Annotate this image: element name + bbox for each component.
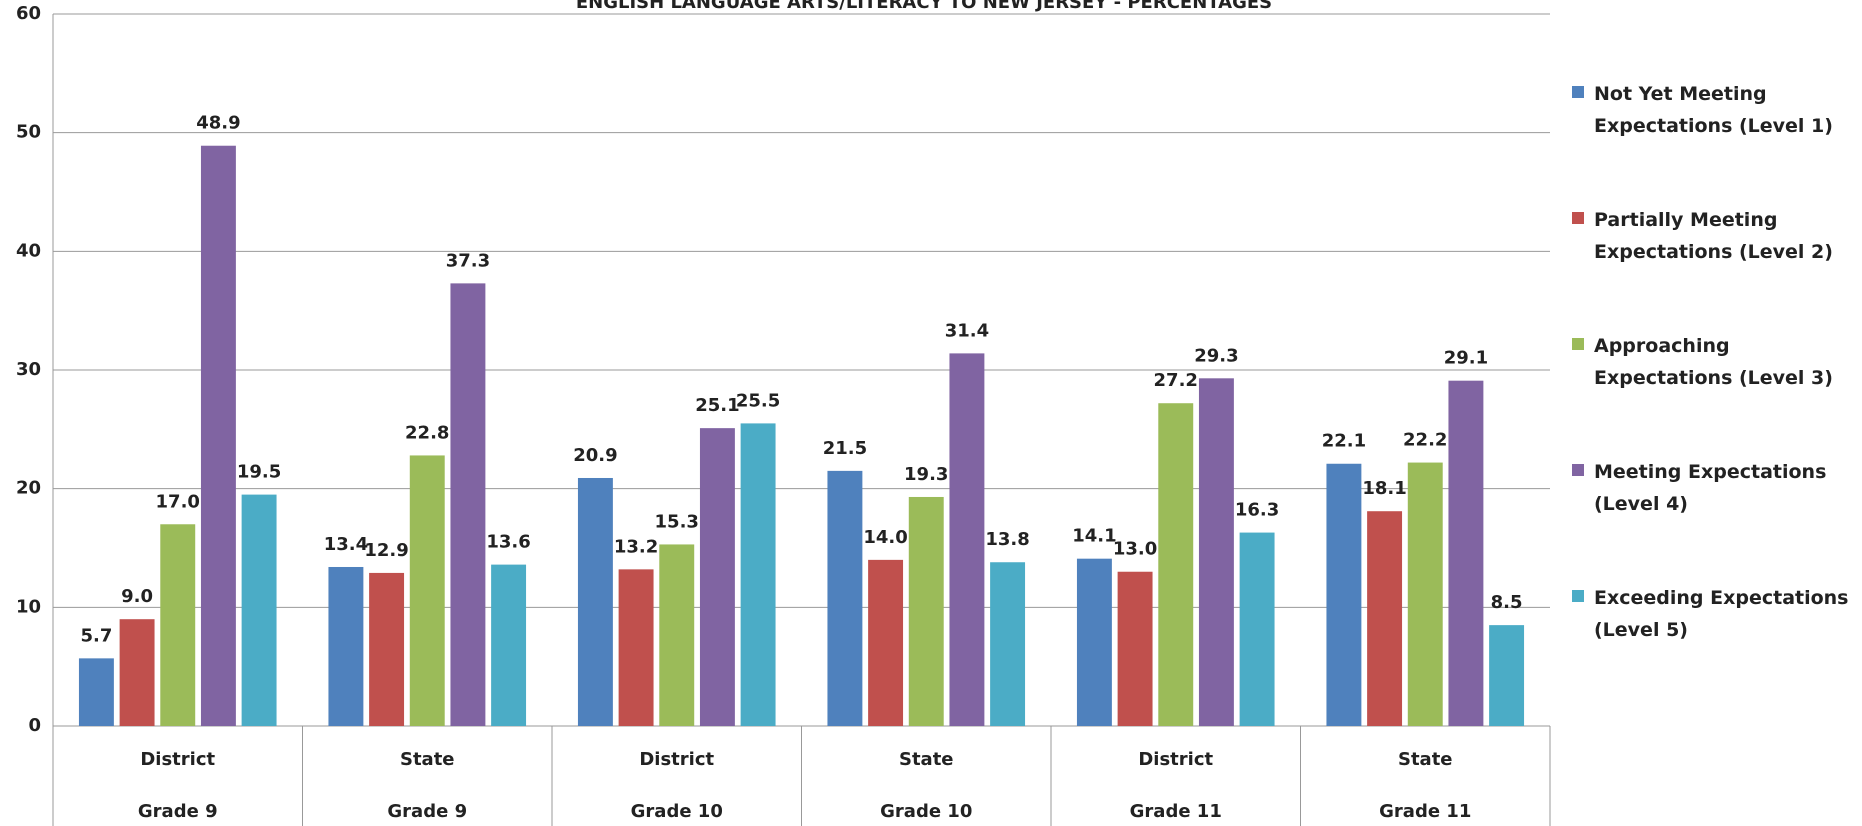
legend-swatch (1572, 212, 1584, 224)
data-label: 25.5 (736, 390, 780, 411)
y-tick-label: 10 (16, 596, 41, 617)
bar (1489, 625, 1525, 726)
bar (1158, 403, 1194, 726)
y-tick-label: 40 (16, 240, 41, 261)
data-label: 13.2 (614, 536, 658, 557)
x-group-label: Grade 11 (1130, 801, 1222, 822)
data-label: 22.2 (1403, 430, 1447, 451)
bar (1117, 571, 1153, 726)
bar (659, 544, 695, 726)
data-label: 21.5 (823, 438, 867, 459)
data-label: 20.9 (573, 445, 617, 466)
x-tick-label: State (1398, 749, 1453, 770)
data-label: 27.2 (1154, 370, 1198, 391)
x-group-label: Grade 9 (387, 801, 467, 822)
bar (491, 564, 527, 726)
legend-swatch (1572, 590, 1584, 602)
x-tick-label: State (899, 749, 954, 770)
data-label: 16.3 (1235, 500, 1279, 521)
bar (200, 145, 236, 727)
data-label: 22.8 (405, 422, 449, 443)
y-tick-label: 0 (28, 715, 41, 736)
data-label: 37.3 (446, 250, 490, 271)
data-label: 15.3 (655, 511, 699, 532)
bar (1407, 462, 1443, 726)
legend-swatch (1572, 338, 1584, 350)
legend-label: Not Yet Meeting Expectations (Level 1) (1594, 83, 1833, 137)
bar (1326, 463, 1362, 726)
bar (241, 494, 277, 726)
x-group-label: Grade 9 (138, 801, 218, 822)
x-tick-label: District (1138, 749, 1213, 770)
data-label: 8.5 (1491, 592, 1523, 613)
bar (618, 569, 654, 726)
data-label: 13.6 (486, 532, 530, 553)
data-label: 25.1 (695, 395, 739, 416)
bar (78, 658, 114, 726)
x-group-label: Grade 10 (880, 801, 972, 822)
data-label: 29.1 (1444, 348, 1488, 369)
x-tick-label: District (639, 749, 714, 770)
bar (908, 496, 944, 726)
y-tick-label: 30 (16, 359, 41, 380)
data-label: 19.3 (904, 464, 948, 485)
bar (1367, 511, 1403, 726)
data-label: 9.0 (121, 586, 153, 607)
data-label: 5.7 (80, 625, 112, 646)
y-tick-label: 20 (16, 478, 41, 499)
data-label: 18.1 (1362, 478, 1406, 499)
bar (1198, 378, 1234, 726)
x-group-label: Grade 10 (631, 801, 723, 822)
bar (1076, 558, 1112, 726)
data-label: 13.8 (985, 529, 1029, 550)
y-tick-label: 50 (16, 122, 41, 143)
bar (409, 455, 445, 726)
data-label: 48.9 (196, 113, 240, 134)
legend-label: Approaching Expectations (Level 3) (1594, 335, 1833, 389)
x-tick-label: State (400, 749, 455, 770)
bar (450, 283, 486, 726)
bar (827, 470, 863, 726)
legend-swatch (1572, 86, 1584, 98)
legend-label: Exceeding Expectations (Level 5) (1594, 587, 1849, 641)
data-label: 13.4 (324, 534, 368, 555)
y-tick-label: 60 (16, 3, 41, 24)
bar (699, 428, 735, 726)
bar (328, 566, 364, 726)
legend-label: Meeting Expectations (Level 4) (1594, 461, 1827, 515)
x-tick-label: District (140, 749, 215, 770)
bar (1448, 380, 1484, 726)
bar (160, 524, 196, 726)
bar (740, 423, 776, 726)
data-label: 29.3 (1194, 345, 1238, 366)
bar (577, 477, 613, 726)
data-label: 31.4 (945, 320, 989, 341)
bar (1239, 532, 1275, 726)
data-label: 13.0 (1113, 539, 1157, 560)
data-label: 17.0 (156, 491, 200, 512)
data-label: 19.5 (237, 462, 281, 483)
bar (949, 353, 985, 726)
bar (119, 619, 155, 726)
data-label: 22.1 (1322, 431, 1366, 452)
legend-label: Partially Meeting Expectations (Level 2) (1594, 209, 1833, 263)
x-group-label: Grade 11 (1379, 801, 1471, 822)
bar (369, 572, 405, 726)
data-label: 14.1 (1072, 526, 1116, 547)
bar (868, 559, 904, 726)
chart-title: ENGLISH LANGUAGE ARTS/LITERACY TO NEW JE… (576, 0, 1272, 13)
legend-swatch (1572, 464, 1584, 476)
data-label: 12.9 (364, 540, 408, 561)
data-label: 14.0 (863, 527, 907, 548)
bar (990, 562, 1026, 726)
